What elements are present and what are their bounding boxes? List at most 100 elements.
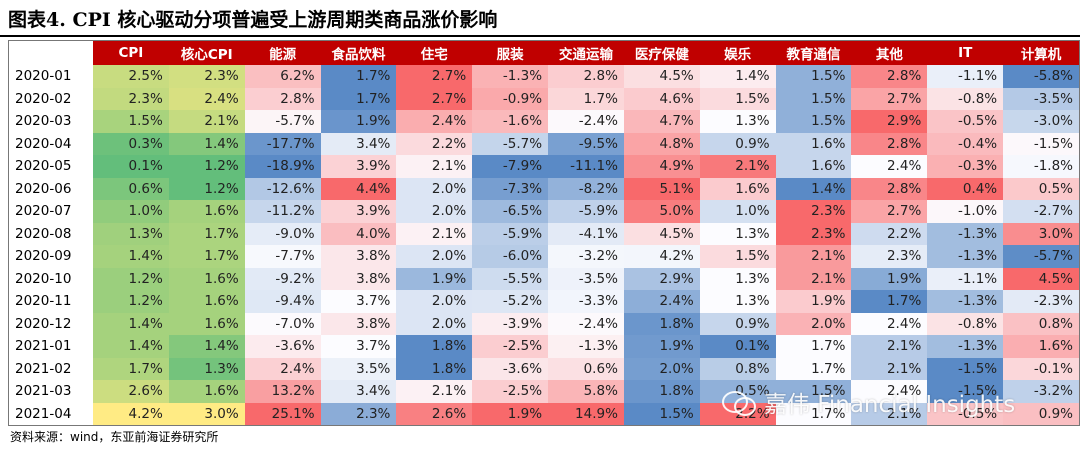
heatmap-cell: 2.8% <box>851 65 928 88</box>
heatmap-cell: 3.4% <box>320 132 397 155</box>
heatmap-cell: 2.1% <box>775 267 852 290</box>
heatmap-cell: -17.7% <box>244 132 321 155</box>
heatmap-cell: 2.3% <box>775 222 852 245</box>
column-header: 娱乐 <box>699 41 776 65</box>
heatmap-cell: 2.0% <box>396 245 473 268</box>
heatmap-cell: 1.0% <box>93 200 169 223</box>
heatmap-cell: 1.5% <box>699 245 776 268</box>
heatmap-cell: 1.9% <box>623 335 700 358</box>
heatmap-cell: -2.5% <box>472 380 549 403</box>
heatmap-cell: 1.5% <box>775 87 852 110</box>
heatmap-cell: 2.8% <box>548 65 624 88</box>
heatmap-cell: -7.0% <box>244 312 321 335</box>
heatmap-cell: 0.3% <box>93 132 169 155</box>
heatmap-cell: 4.8% <box>623 132 700 155</box>
heatmap-cell: 1.8% <box>623 312 700 335</box>
table-row: 2020-08 1.3% 1.7% -9.0% 4.0% 2.1% -5.9% -4.1% 4.… <box>9 222 1079 245</box>
heatmap-cell: 6.2% <box>244 65 321 88</box>
heatmap-cell: -0.4% <box>927 132 1004 155</box>
heatmap-cell: 1.5% <box>699 87 776 110</box>
heatmap-cell: 4.2% <box>623 245 700 268</box>
column-header: 食品饮料 <box>320 41 397 65</box>
heatmap-cell: 1.4% <box>93 335 169 358</box>
heatmap-cell: 1.4% <box>93 245 169 268</box>
heatmap-cell: 2.9% <box>623 267 700 290</box>
heatmap-cell: 2.8% <box>851 177 928 200</box>
heatmap-cell: 1.4% <box>775 177 852 200</box>
heatmap-cell: -1.3% <box>472 65 549 88</box>
table-row: 2020-07 1.0% 1.6% -11.2% 3.9% 2.0% -6.5% -5.9% 5… <box>9 200 1079 223</box>
heatmap-cell: 2.1% <box>396 222 473 245</box>
heatmap-cell: -5.8% <box>1003 65 1079 88</box>
heatmap-cell: 4.2% <box>93 402 169 425</box>
heatmap-cell: 1.4% <box>93 312 169 335</box>
heatmap-cell: 1.2% <box>93 267 169 290</box>
row-date-label: 2021-01 <box>9 335 93 358</box>
heatmap-cell: 1.7% <box>775 402 852 425</box>
heatmap-cell: 2.1% <box>396 155 473 178</box>
row-date-label: 2020-12 <box>9 312 93 335</box>
heatmap-cell: 1.3% <box>699 290 776 313</box>
heatmap-cell: 0.5% <box>1003 177 1079 200</box>
table-row: 2021-04 4.2% 3.0% 25.1% 2.3% 2.6% 1.9% 14.9% 1.5… <box>9 402 1079 425</box>
heatmap-cell: 1.6% <box>168 200 245 223</box>
heatmap-cell: 3.8% <box>320 267 397 290</box>
column-header: 医疗保健 <box>623 41 700 65</box>
heatmap-cell: -3.9% <box>472 312 549 335</box>
heatmap-cell: -3.2% <box>548 245 624 268</box>
column-header: 服装 <box>472 41 549 65</box>
heatmap-cell: 2.1% <box>851 357 928 380</box>
heatmap-cell: 2.3% <box>775 200 852 223</box>
heatmap-cell: 0.5% <box>699 380 776 403</box>
heatmap-cell: 4.9% <box>623 155 700 178</box>
heatmap-cell: -0.5% <box>927 110 1004 133</box>
heatmap-cell: -2.7% <box>1003 200 1079 223</box>
heatmap-cell: 1.8% <box>396 335 473 358</box>
header-blank-cell <box>9 41 93 65</box>
heatmap-cell: 2.2% <box>396 132 473 155</box>
heatmap-cell: 1.7% <box>775 357 852 380</box>
heatmap-cell: 2.4% <box>851 312 928 335</box>
heatmap-cell: 1.2% <box>168 177 245 200</box>
header-row: CPI 核心CPI 能源 食品饮料 住宅 服装 交通运输 医疗保健 娱乐 教育通信 其他 IT 计算机 <box>9 41 1079 65</box>
heatmap-cell: -0.1% <box>1003 357 1079 380</box>
heatmap-cell: -7.9% <box>472 155 549 178</box>
heatmap-cell: -11.2% <box>244 200 321 223</box>
heatmap-cell: 0.8% <box>1003 312 1079 335</box>
heatmap-cell: 2.3% <box>851 245 928 268</box>
heatmap-cell: 4.7% <box>623 110 700 133</box>
heatmap-cell: 1.6% <box>168 380 245 403</box>
row-date-label: 2020-10 <box>9 267 93 290</box>
heatmap-cell: 1.7% <box>851 290 928 313</box>
heatmap-cell: 2.8% <box>851 132 928 155</box>
table-row: 2020-12 1.4% 1.6% -7.0% 3.8% 2.0% -3.9% -2.4% 1.… <box>9 312 1079 335</box>
heatmap-cell: -1.8% <box>1003 155 1079 178</box>
heatmap-cell: 2.1% <box>851 402 928 425</box>
heatmap-cell: -6.0% <box>472 245 549 268</box>
heatmap-cell: 5.1% <box>623 177 700 200</box>
heatmap-table: CPI 核心CPI 能源 食品饮料 住宅 服装 交通运输 医疗保健 娱乐 教育通信 其他 IT 计算机 … <box>9 41 1079 425</box>
heatmap-cell: 2.7% <box>851 200 928 223</box>
heatmap-cell: 0.9% <box>699 132 776 155</box>
row-date-label: 2020-02 <box>9 87 93 110</box>
heatmap-cell: -2.4% <box>548 110 624 133</box>
column-header: 其他 <box>851 41 928 65</box>
column-header: 能源 <box>244 41 321 65</box>
heatmap-cell: 1.4% <box>168 335 245 358</box>
heatmap-cell: 1.7% <box>168 222 245 245</box>
heatmap-cell: 2.4% <box>851 380 928 403</box>
table-row: 2021-02 1.7% 1.3% 2.4% 3.5% 1.8% -3.6% 0.6% 2.0%… <box>9 357 1079 380</box>
heatmap-cell: 3.9% <box>320 155 397 178</box>
row-date-label: 2020-05 <box>9 155 93 178</box>
column-header: 交通运输 <box>548 41 624 65</box>
heatmap-table-container: CPI 核心CPI 能源 食品饮料 住宅 服装 交通运输 医疗保健 娱乐 教育通信 其他 IT 计算机 … <box>8 40 1080 426</box>
column-header: 教育通信 <box>775 41 852 65</box>
heatmap-cell: 1.3% <box>699 110 776 133</box>
heatmap-cell: 1.3% <box>699 222 776 245</box>
heatmap-cell: -1.3% <box>927 290 1004 313</box>
heatmap-cell: -11.1% <box>548 155 624 178</box>
heatmap-cell: -5.9% <box>472 222 549 245</box>
heatmap-cell: 1.7% <box>93 357 169 380</box>
heatmap-cell: 2.0% <box>396 290 473 313</box>
heatmap-cell: 2.3% <box>93 87 169 110</box>
